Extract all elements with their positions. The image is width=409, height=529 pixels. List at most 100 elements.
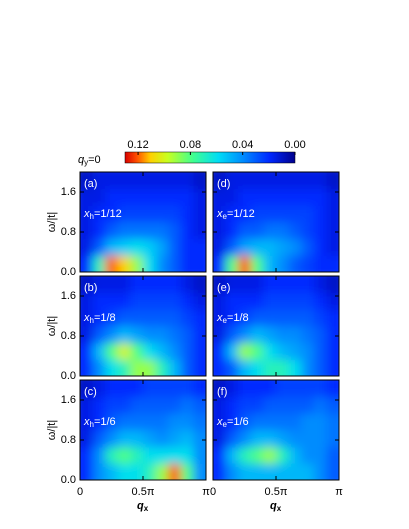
heatmap-cell bbox=[117, 326, 131, 344]
colorbar-tick-label: 0.08 bbox=[180, 139, 201, 151]
heatmap-cell bbox=[80, 446, 94, 464]
colorbar-tick-label: 0.04 bbox=[232, 139, 253, 151]
heatmap-cells bbox=[213, 172, 339, 272]
heatmap-cell bbox=[276, 222, 290, 240]
heatmap-cell bbox=[130, 172, 144, 190]
heatmap-cell bbox=[326, 446, 339, 464]
heatmap-cell bbox=[143, 342, 157, 360]
heatmap-cell bbox=[326, 309, 339, 327]
heatmap-cell bbox=[288, 413, 302, 431]
heatmap-cell bbox=[313, 188, 327, 206]
heatmap-cell bbox=[117, 276, 131, 294]
heatmap-cell bbox=[92, 276, 106, 294]
heatmap bbox=[213, 276, 339, 376]
heatmap-cell bbox=[143, 326, 157, 344]
heatmap-cell bbox=[213, 309, 227, 327]
heatmap-cell bbox=[250, 222, 264, 240]
heatmap-cell bbox=[92, 205, 106, 223]
x-tick-label: 0.5π bbox=[265, 486, 288, 498]
heatmap-cell bbox=[80, 380, 94, 398]
heatmap-cell bbox=[238, 342, 252, 360]
doping-label: xh=1/8 bbox=[83, 312, 116, 325]
heatmap-cell bbox=[180, 430, 194, 448]
heatmap-cell bbox=[276, 463, 290, 480]
heatmap-cell bbox=[250, 326, 264, 344]
heatmap-cell bbox=[143, 188, 157, 206]
heatmap-cell bbox=[105, 396, 119, 414]
heatmap-cell bbox=[143, 463, 157, 480]
heatmap-cell bbox=[263, 463, 277, 480]
heatmap-cell bbox=[276, 380, 290, 398]
heatmap-cell bbox=[301, 359, 315, 376]
heatmap-cell bbox=[80, 255, 94, 272]
heatmap-cell bbox=[276, 188, 290, 206]
heatmap-cell bbox=[117, 205, 131, 223]
heatmap-cell bbox=[80, 188, 94, 206]
heatmap-cell bbox=[80, 342, 94, 360]
y-tick-label: 0.0 bbox=[61, 370, 76, 382]
heatmap-cell bbox=[326, 222, 339, 240]
heatmap-cell bbox=[250, 292, 264, 310]
y-tick-label: 0.8 bbox=[61, 434, 76, 446]
heatmap-cell bbox=[155, 276, 169, 294]
heatmap-cell bbox=[238, 255, 252, 272]
heatmap-cell bbox=[250, 309, 264, 327]
heatmap-cell bbox=[250, 188, 264, 206]
heatmap-cell bbox=[143, 172, 157, 190]
heatmap-cell bbox=[288, 276, 302, 294]
heatmap-cell bbox=[155, 172, 169, 190]
heatmap-cell bbox=[225, 430, 239, 448]
heatmap-cell bbox=[130, 326, 144, 344]
heatmap-cell bbox=[180, 380, 194, 398]
heatmap-cell bbox=[225, 255, 239, 272]
heatmap-cell bbox=[288, 359, 302, 376]
heatmap-cell bbox=[238, 463, 252, 480]
heatmap-cell bbox=[92, 326, 106, 344]
panel-label: (c) bbox=[84, 386, 97, 398]
heatmap-cell bbox=[276, 430, 290, 448]
colorbar bbox=[124, 151, 296, 164]
heatmap-cell bbox=[225, 326, 239, 344]
heatmap-cell bbox=[130, 276, 144, 294]
heatmap-cell bbox=[117, 238, 131, 256]
heatmap-cell bbox=[130, 413, 144, 431]
heatmap bbox=[80, 380, 206, 480]
heatmap-cell bbox=[326, 359, 339, 376]
heatmap-cell bbox=[155, 222, 169, 240]
heatmap-cell bbox=[263, 359, 277, 376]
heatmap-cell bbox=[180, 188, 194, 206]
heatmap-cell bbox=[155, 342, 169, 360]
heatmap-cell bbox=[130, 309, 144, 327]
heatmap-cell bbox=[313, 463, 327, 480]
heatmap-cell bbox=[326, 205, 339, 223]
heatmap-cell bbox=[301, 430, 315, 448]
heatmap-cell bbox=[92, 238, 106, 256]
heatmap-cell bbox=[301, 309, 315, 327]
heatmap-cell bbox=[143, 222, 157, 240]
heatmap-cell bbox=[250, 342, 264, 360]
heatmap-cell bbox=[143, 359, 157, 376]
heatmap-cell bbox=[263, 188, 277, 206]
heatmap-cell bbox=[105, 255, 119, 272]
heatmap-cell bbox=[238, 326, 252, 344]
x-tick-label: π bbox=[335, 486, 343, 498]
heatmap-cell bbox=[168, 430, 182, 448]
heatmap-cell bbox=[263, 380, 277, 398]
heatmap-cell bbox=[225, 238, 239, 256]
y-axis-label: ω/|t| bbox=[46, 316, 58, 336]
heatmap-cell bbox=[143, 255, 157, 272]
heatmap-cell bbox=[117, 413, 131, 431]
heatmap-cell bbox=[288, 255, 302, 272]
heatmap-cell bbox=[180, 446, 194, 464]
heatmap-cell bbox=[225, 396, 239, 414]
heatmap-cell bbox=[92, 292, 106, 310]
heatmap-cell bbox=[313, 255, 327, 272]
heatmap-cell bbox=[193, 205, 206, 223]
heatmap-cell bbox=[143, 276, 157, 294]
heatmap-cell bbox=[263, 205, 277, 223]
heatmap-cell bbox=[313, 413, 327, 431]
heatmap-cell bbox=[276, 359, 290, 376]
heatmap-cell bbox=[105, 430, 119, 448]
heatmap-cell bbox=[225, 413, 239, 431]
